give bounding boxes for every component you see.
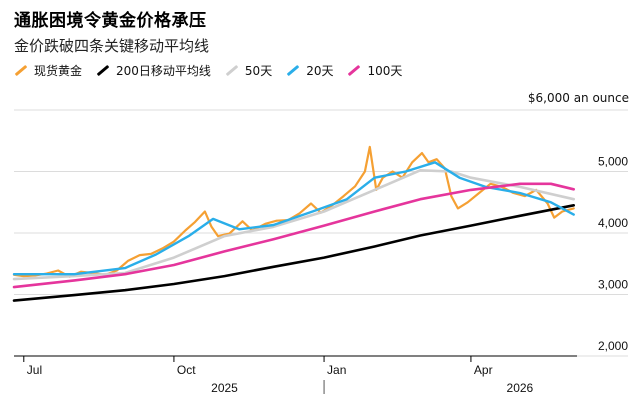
legend-label-100d: 100天 — [367, 64, 403, 78]
chart-subtitle: 金价跌破四条关键移动平均线 — [14, 37, 210, 55]
x-tick-label: Oct — [177, 363, 196, 377]
y-tick-label: 5,000 — [598, 155, 628, 169]
year-label: 2025 — [211, 381, 238, 395]
y-tick-label: 2,000 — [598, 339, 628, 353]
series-line-0 — [12, 145, 575, 278]
series-line-4 — [12, 182, 575, 289]
legend-label-50d: 50天 — [244, 64, 273, 78]
y-tick-label: 4,000 — [598, 216, 628, 230]
x-tick-label: Jul — [27, 363, 42, 377]
legend-item-50d: 50天 — [225, 62, 272, 79]
x-tick-label: Apr — [474, 363, 493, 377]
axes: 5,000 4,000 3,000 2,000 Jul Oct Jan Apr 2025 2026 — [14, 155, 628, 395]
series-line-3 — [12, 161, 575, 276]
series-line-1 — [12, 204, 575, 302]
legend-label-20d: 20天 — [306, 64, 334, 78]
grid-lines — [14, 109, 628, 357]
y-axis-unit-label: $6,000 an ounce — [527, 91, 629, 105]
series-lines — [12, 145, 575, 302]
chart-title: 通胀困境令黄金价格承压 — [14, 11, 207, 31]
legend-item-spot-gold: 现货黄金 — [14, 62, 82, 79]
legend-item-100d: 100天 — [347, 62, 402, 79]
year-label: 2026 — [507, 381, 534, 395]
legend-label-spot-gold: 现货黄金 — [34, 64, 83, 78]
legend: 现货黄金 200日移动平均线 50天 20天 100天 — [14, 62, 416, 79]
x-tick-label: Jan — [327, 363, 346, 377]
legend-item-20d: 20天 — [286, 62, 333, 79]
y-tick-label: 3,000 — [598, 278, 628, 292]
legend-label-200d: 200日移动平均线 — [116, 64, 211, 78]
legend-item-200d: 200日移动平均线 — [96, 62, 211, 79]
